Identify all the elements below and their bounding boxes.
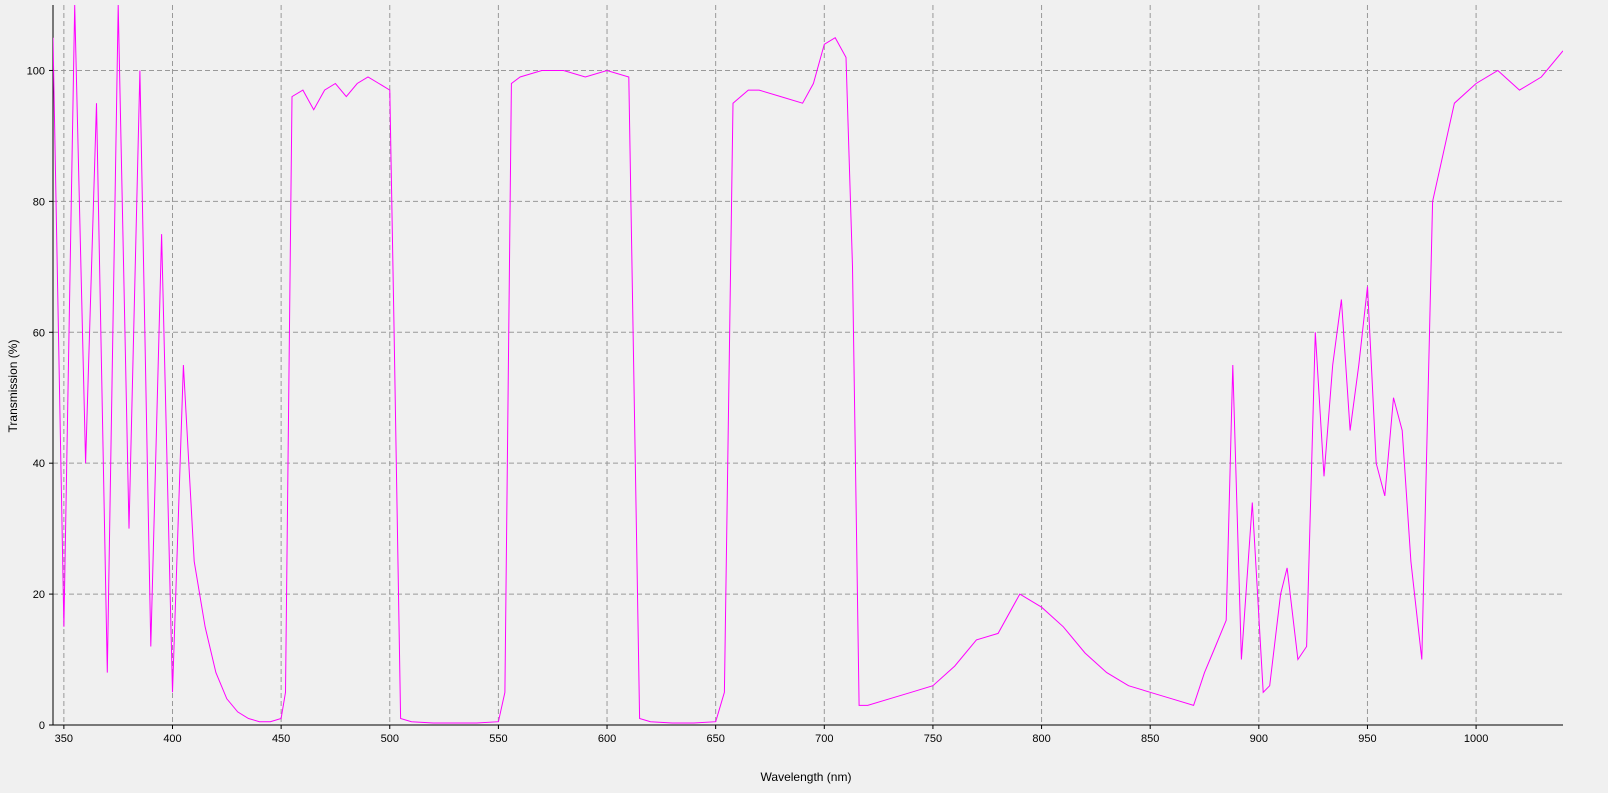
x-tick-label: 550: [489, 733, 507, 745]
y-tick-label: 20: [33, 589, 45, 601]
x-tick-label: 900: [1250, 733, 1268, 745]
y-axis-title: Transmission (%): [6, 340, 20, 433]
y-axis-ticks: 0 20 40 60 80 100: [27, 65, 53, 732]
transmission-series-line: [53, 5, 1563, 724]
x-tick-label: 700: [815, 733, 833, 745]
y-tick-label: 80: [33, 196, 45, 208]
x-tick-label: 450: [272, 733, 290, 745]
x-tick-label: 800: [1032, 733, 1050, 745]
grid-lines: [53, 5, 1563, 726]
x-tick-label: 600: [598, 733, 616, 745]
x-axis-ticks: 350 400 450 500 550 600 650 700 750 800 850 900 950 1…: [55, 725, 1488, 745]
y-tick-label: 0: [39, 720, 45, 732]
x-tick-label: 650: [706, 733, 724, 745]
x-tick-label: 950: [1358, 733, 1376, 745]
x-axis-title: Wavelength (nm): [761, 770, 852, 784]
x-tick-label: 500: [381, 733, 399, 745]
x-tick-label: 400: [163, 733, 181, 745]
plot-frame: [52, 5, 1563, 726]
x-tick-label: 350: [55, 733, 73, 745]
x-tick-label: 750: [924, 733, 942, 745]
y-tick-label: 100: [27, 65, 45, 77]
y-tick-label: 60: [33, 327, 45, 339]
y-tick-label: 40: [33, 458, 45, 470]
x-tick-label: 1000: [1464, 733, 1488, 745]
series-group: [53, 5, 1563, 724]
x-tick-label: 850: [1141, 733, 1159, 745]
